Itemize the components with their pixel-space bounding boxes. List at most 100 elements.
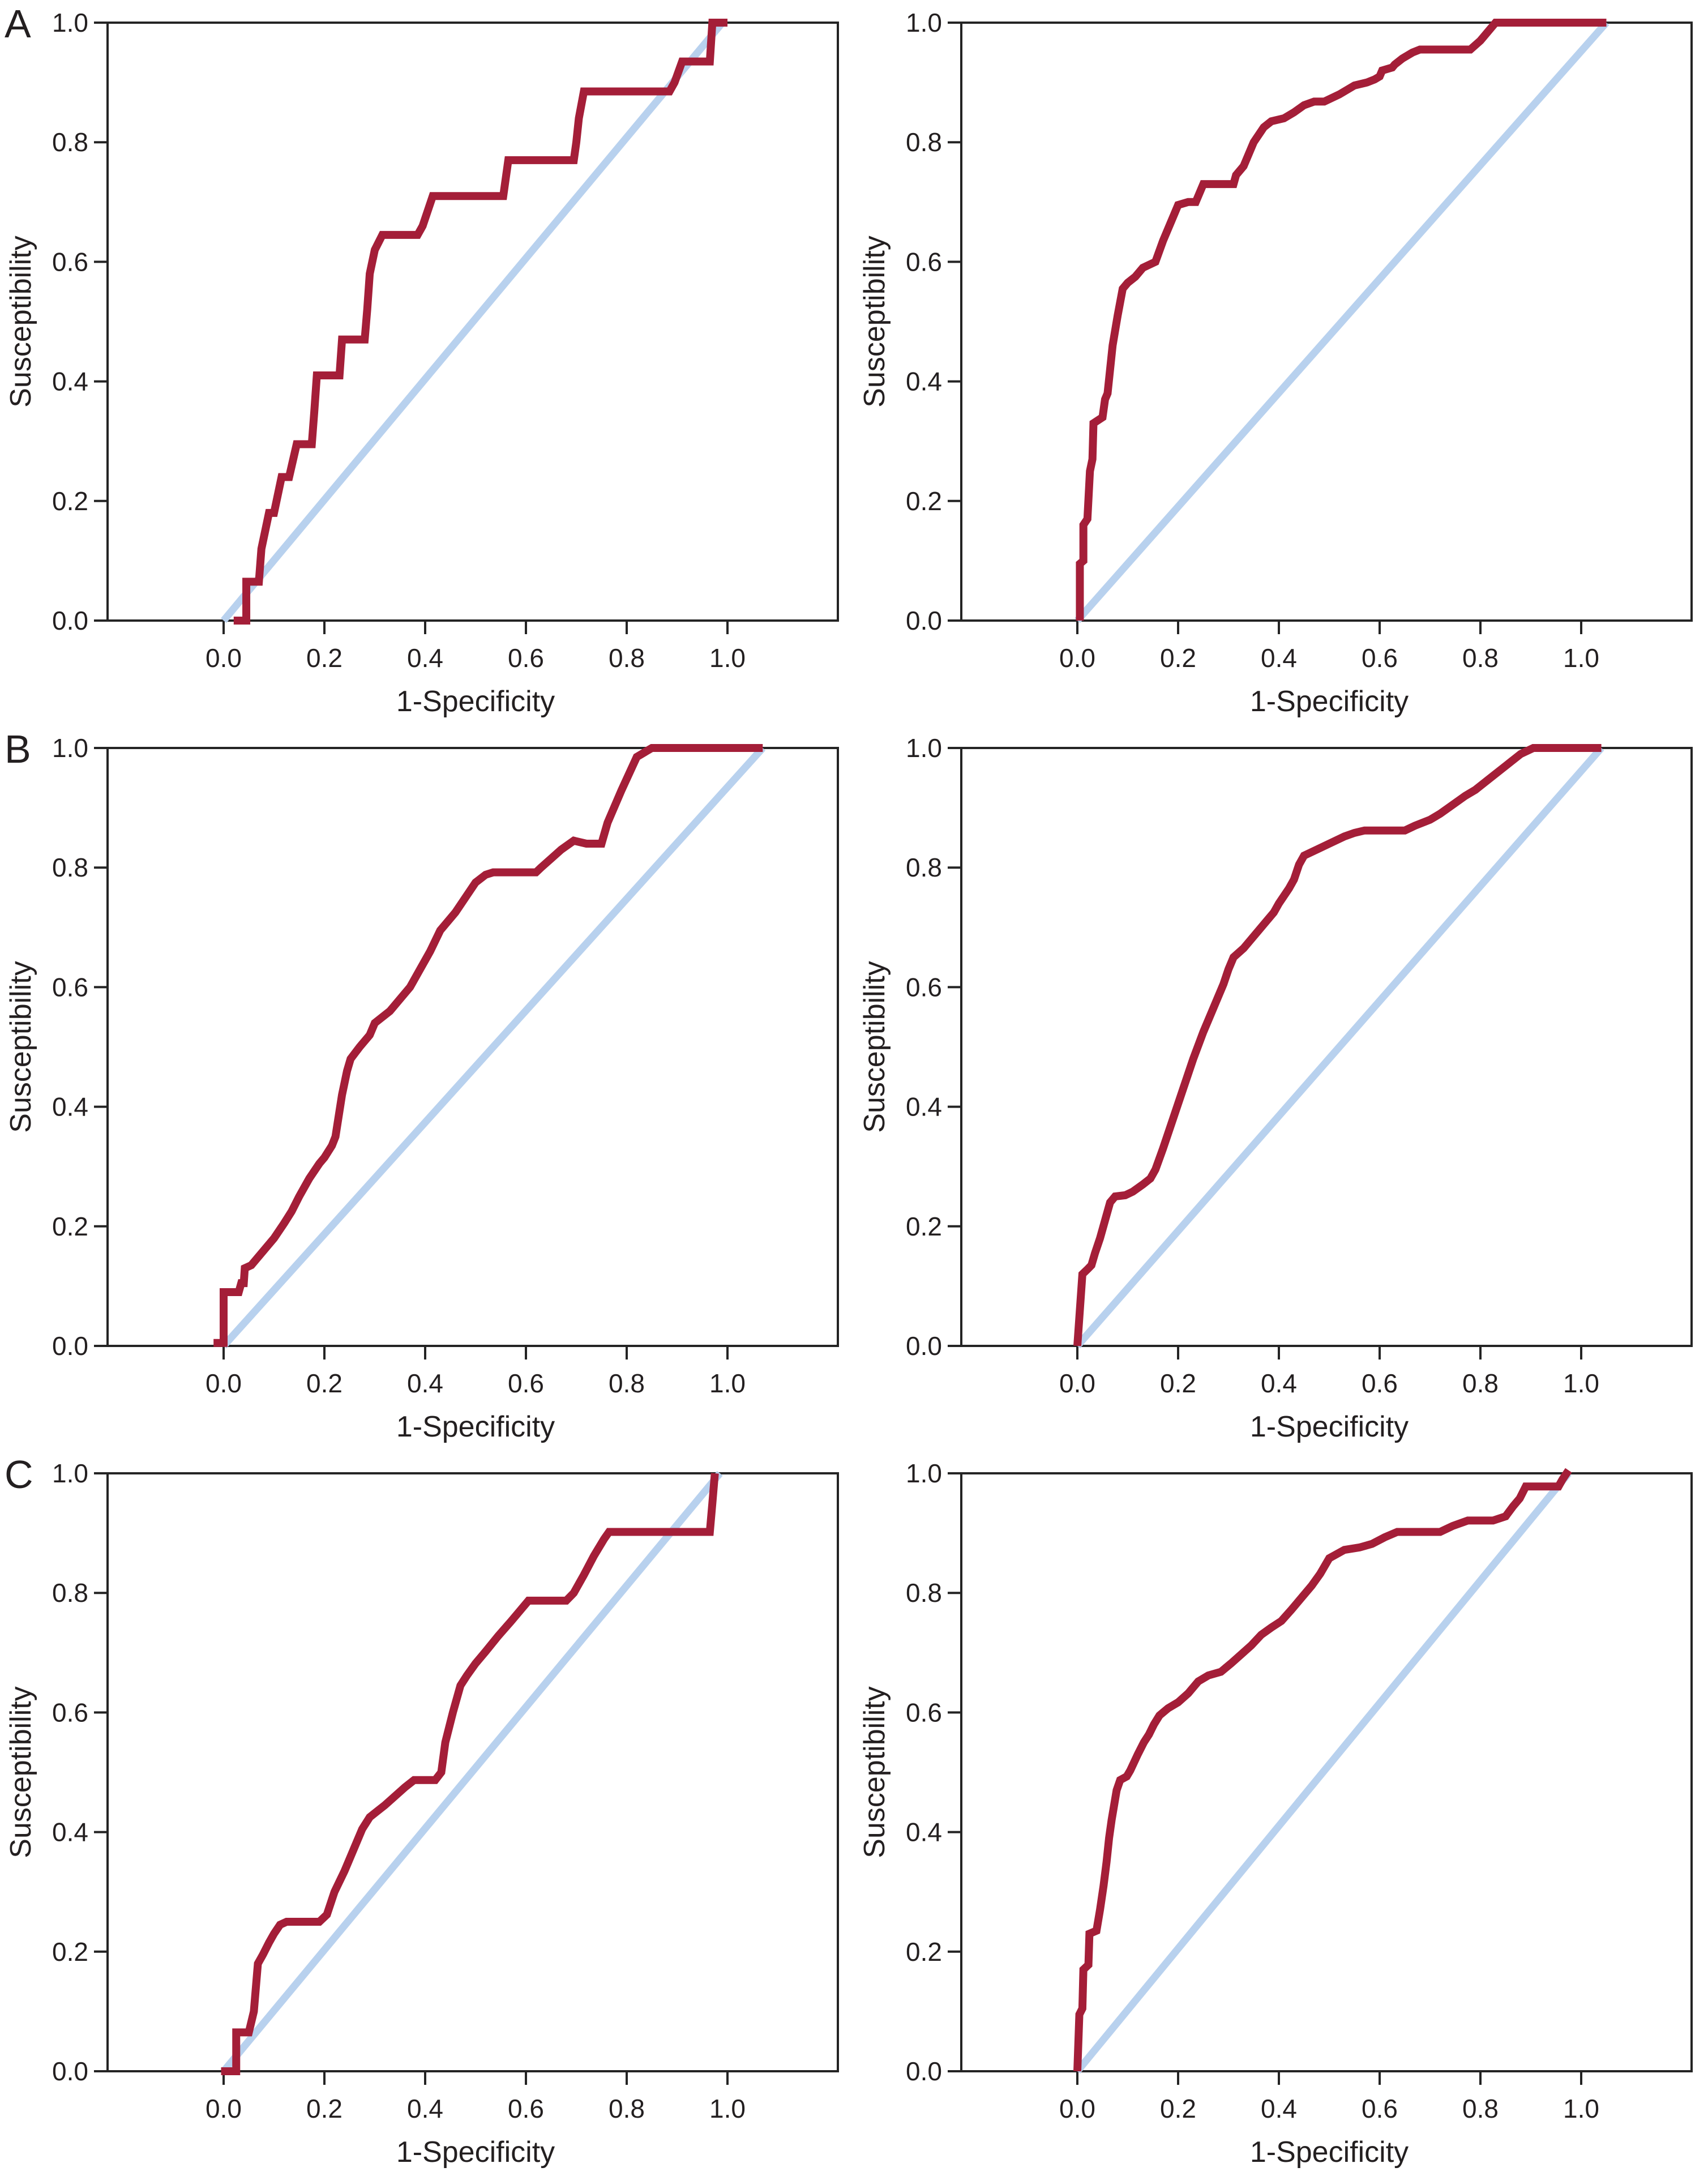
y-tick-label: 0.0 (52, 2057, 88, 2086)
y-tick-label: 0.8 (906, 853, 942, 882)
x-tick-label: 0.8 (609, 2094, 645, 2123)
y-tick-label: 1.0 (906, 8, 942, 37)
reference-line (221, 745, 766, 1349)
x-tick-label: 1.0 (1563, 1369, 1599, 1398)
x-tick-label: 0.6 (508, 1369, 544, 1398)
y-axis-title: Susceptibility (5, 961, 37, 1132)
x-tick-label: 0.8 (609, 643, 645, 673)
x-axis-title: 1-Specificity (1250, 685, 1409, 718)
reference-line (1074, 1470, 1572, 2074)
y-tick-label: 1.0 (906, 1459, 942, 1488)
y-tick-label: 0.6 (906, 1698, 942, 1727)
y-axis-title: Susceptibility (5, 1686, 37, 1858)
roc-curve (1076, 19, 1607, 621)
y-tick-label: 0.0 (906, 2057, 942, 2086)
y-tick-label: 0.4 (906, 1092, 942, 1122)
y-tick-label: 0.8 (906, 1578, 942, 1608)
roc-panel-a-left: A 0.0 0.0 0.2 0.2 0.4 0.4 0.6 0.6 0.8 0.8 1.0 1.0 1-S… (0, 0, 854, 725)
x-tick-label: 0.2 (306, 2094, 343, 2123)
panel-letter: B (5, 727, 31, 771)
y-tick-label: 0.2 (906, 486, 942, 516)
x-tick-label: 0.8 (609, 1369, 645, 1398)
y-axis-title: Susceptibility (858, 961, 891, 1132)
plot-frame (106, 747, 839, 1347)
reference-line (220, 1470, 723, 2074)
y-tick-label: 0.6 (906, 247, 942, 276)
x-tick-label: 1.0 (709, 1369, 746, 1398)
x-tick-label: 1.0 (709, 2094, 746, 2123)
y-tick-label: 0.4 (52, 1818, 88, 1847)
roc-panel-c-right: 0.0 0.0 0.2 0.2 0.4 0.4 0.6 0.6 0.8 0.8 1.0 1.0 1-Sp… (854, 1451, 1708, 2176)
x-tick-label: 0.8 (1462, 643, 1499, 673)
panel-letter: C (5, 1452, 33, 1497)
y-tick-label: 0.8 (52, 853, 88, 882)
y-tick-label: 0.8 (52, 127, 88, 157)
y-tick-label: 0.2 (52, 486, 88, 516)
roc-plot: 0.0 0.0 0.2 0.2 0.4 0.4 0.6 0.6 0.8 0.8 1.0 1.0 1-Sp… (5, 733, 839, 1443)
roc-curve (1073, 1468, 1572, 2072)
roc-curve (233, 19, 727, 625)
reference-line (221, 20, 726, 623)
roc-plot: 0.0 0.0 0.2 0.2 0.4 0.4 0.6 0.6 0.8 0.8 1.0 1.0 1-Sp… (858, 733, 1693, 1443)
roc-plot: 0.0 0.0 0.2 0.2 0.4 0.4 0.6 0.6 0.8 0.8 1.0 1.0 1-Sp… (5, 1459, 839, 2169)
y-tick-label: 0.4 (906, 1818, 942, 1847)
y-tick-label: 1.0 (52, 1459, 88, 1488)
x-tick-label: 0.0 (206, 1369, 242, 1398)
x-tick-label: 0.2 (1160, 1369, 1196, 1398)
x-tick-label: 1.0 (709, 643, 746, 673)
y-tick-label: 1.0 (906, 733, 942, 763)
x-tick-label: 0.4 (407, 1369, 443, 1398)
y-axis-title: Susceptibility (858, 1686, 891, 1858)
y-tick-label: 0.2 (906, 1212, 942, 1241)
x-tick-label: 0.6 (1362, 2094, 1398, 2123)
x-axis-title: 1-Specificity (396, 1410, 555, 1443)
plot-frame (960, 747, 1693, 1347)
x-tick-label: 0.0 (206, 2094, 242, 2123)
x-tick-label: 0.8 (1462, 1369, 1499, 1398)
y-tick-label: 0.6 (52, 247, 88, 276)
y-tick-label: 0.8 (52, 1578, 88, 1608)
reference-line (1075, 745, 1604, 1349)
y-axis-title: Susceptibility (5, 236, 37, 407)
x-tick-label: 0.4 (1261, 1369, 1297, 1398)
x-tick-label: 0.0 (1059, 643, 1095, 673)
x-tick-label: 0.2 (306, 643, 343, 673)
x-axis-title: 1-Specificity (1250, 1410, 1409, 1443)
x-tick-label: 0.2 (306, 1369, 343, 1398)
roc-panel-b-left: B 0.0 0.0 0.2 0.2 0.4 0.4 0.6 0.6 0.8 0.8 1.0 1.0 1-S… (0, 725, 854, 1451)
x-tick-label: 0.6 (1362, 643, 1398, 673)
y-tick-label: 0.0 (52, 606, 88, 635)
roc-panel-c-left: C 0.0 0.0 0.2 0.2 0.4 0.4 0.6 0.6 0.8 0.8 1.0 1.0 1-S… (0, 1451, 854, 2176)
y-tick-label: 0.2 (52, 1212, 88, 1241)
y-tick-label: 0.6 (52, 1698, 88, 1727)
y-tick-label: 1.0 (52, 8, 88, 37)
x-tick-label: 0.8 (1462, 2094, 1499, 2123)
x-tick-label: 1.0 (1563, 2094, 1599, 2123)
x-tick-label: 0.4 (407, 2094, 443, 2123)
y-tick-label: 0.0 (906, 606, 942, 635)
roc-plot: 0.0 0.0 0.2 0.2 0.4 0.4 0.6 0.6 0.8 0.8 1.0 1.0 1-Sp… (858, 1459, 1693, 2169)
y-tick-label: 0.6 (906, 972, 942, 1002)
roc-plot: 0.0 0.0 0.2 0.2 0.4 0.4 0.6 0.6 0.8 0.8 1.0 1.0 1-Sp… (5, 8, 839, 718)
roc-panel-b-right: 0.0 0.0 0.2 0.2 0.4 0.4 0.6 0.6 0.8 0.8 1.0 1.0 1-Sp… (854, 725, 1708, 1451)
x-tick-label: 0.0 (206, 643, 242, 673)
y-tick-label: 0.0 (52, 1331, 88, 1361)
x-tick-label: 0.0 (1059, 2094, 1095, 2123)
y-axis-title: Susceptibility (858, 236, 891, 407)
x-tick-label: 0.6 (508, 2094, 544, 2123)
roc-panel-a-right: 0.0 0.0 0.2 0.2 0.4 0.4 0.6 0.6 0.8 0.8 1.0 1.0 1-Sp… (854, 0, 1708, 725)
y-tick-label: 0.4 (52, 1092, 88, 1122)
roc-plot: 0.0 0.0 0.2 0.2 0.4 0.4 0.6 0.6 0.8 0.8 1.0 1.0 1-Sp… (858, 8, 1693, 718)
roc-curve (221, 1473, 719, 2075)
y-tick-label: 0.4 (52, 367, 88, 396)
plot-frame (960, 22, 1693, 622)
plot-frame (960, 1472, 1693, 2072)
panel-letter: A (5, 2, 31, 46)
y-tick-label: 0.0 (906, 1331, 942, 1361)
plot-frame (106, 1472, 839, 2072)
x-tick-label: 0.6 (1362, 1369, 1398, 1398)
x-tick-label: 0.4 (1261, 643, 1297, 673)
plot-frame (106, 22, 839, 622)
y-tick-label: 0.8 (906, 127, 942, 157)
